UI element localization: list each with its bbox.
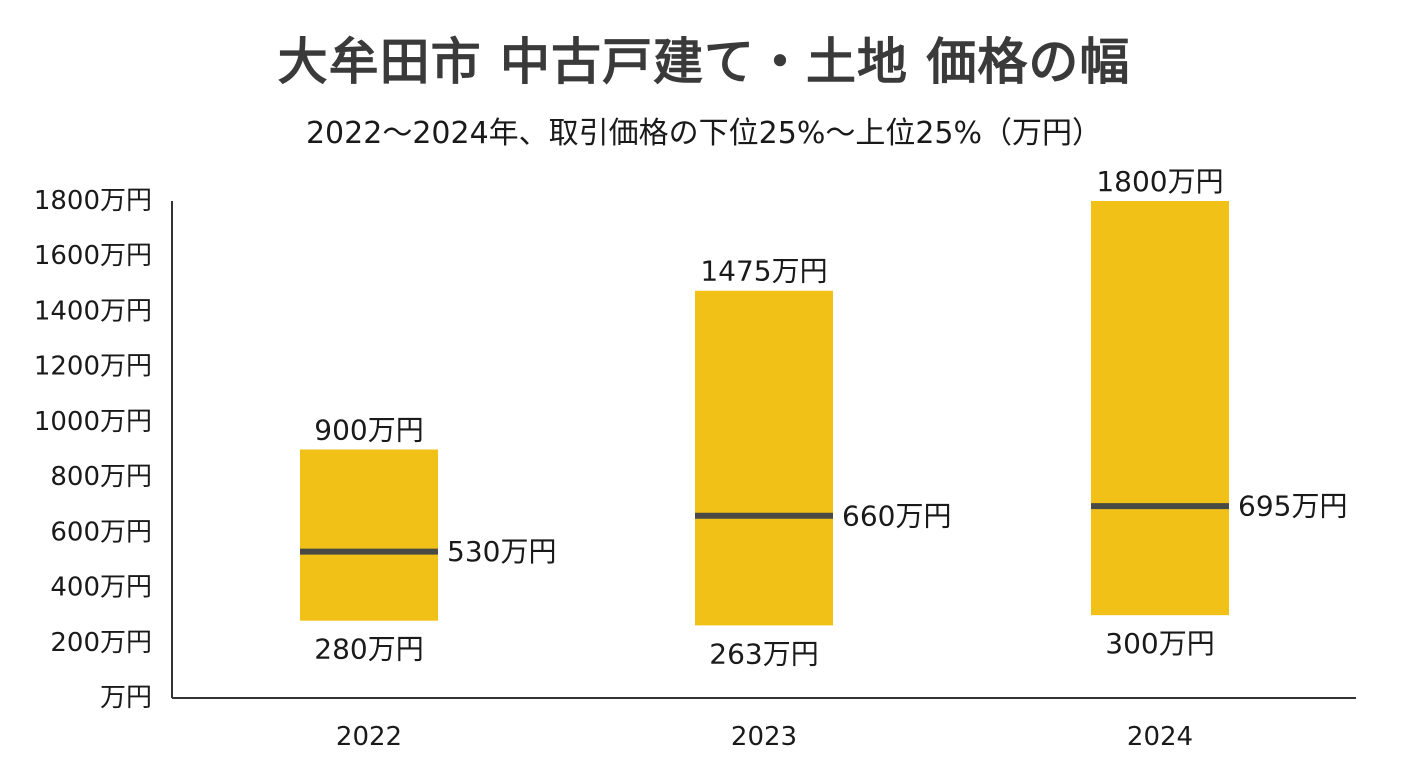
low-value-label: 263万円: [709, 637, 818, 670]
chart-title: 大牟田市 中古戸建て・土地 価格の幅: [277, 33, 1131, 91]
x-tick-label: 2024: [1127, 722, 1193, 752]
median-value-label: 660万円: [842, 499, 951, 532]
high-value-label: 900万円: [314, 414, 423, 447]
x-tick-label: 2023: [731, 722, 797, 752]
median-value-label: 530万円: [447, 535, 556, 568]
y-tick-label: 200万円: [50, 628, 152, 658]
chart-subtitle: 2022〜2024年、取引価格の下位25%〜上位25%（万円）: [305, 116, 1103, 151]
y-tick-label: 600万円: [50, 517, 152, 547]
y-tick-label: 1200万円: [34, 352, 152, 382]
y-tick-label: 万円: [100, 683, 152, 713]
y-tick-label: 800万円: [50, 462, 152, 492]
y-tick-label: 1800万円: [34, 186, 152, 216]
median-value-label: 695万円: [1238, 490, 1347, 523]
x-tick-label: 2022: [336, 722, 402, 752]
range-bar-2024: [1091, 201, 1229, 616]
y-tick-label: 400万円: [50, 573, 152, 603]
high-value-label: 1800万円: [1096, 165, 1223, 198]
y-tick-label: 1600万円: [34, 241, 152, 271]
y-tick-label: 1000万円: [34, 407, 152, 437]
x-axis-ticks: 2022 2023 2024: [336, 722, 1193, 752]
y-tick-label: 1400万円: [34, 296, 152, 326]
bars: 900万円 280万円 530万円 1475万円 263万円 660万円 1800万円 300…: [300, 165, 1347, 670]
low-value-label: 300万円: [1105, 627, 1214, 660]
range-bar-2023: [695, 290, 833, 626]
range-bar-2022: [300, 449, 438, 621]
y-axis-ticks: 万円 200万円 400万円 600万円 800万円 1000万円 1200万円 1400万円…: [34, 186, 152, 713]
low-value-label: 280万円: [314, 633, 423, 666]
high-value-label: 1475万円: [700, 255, 827, 288]
